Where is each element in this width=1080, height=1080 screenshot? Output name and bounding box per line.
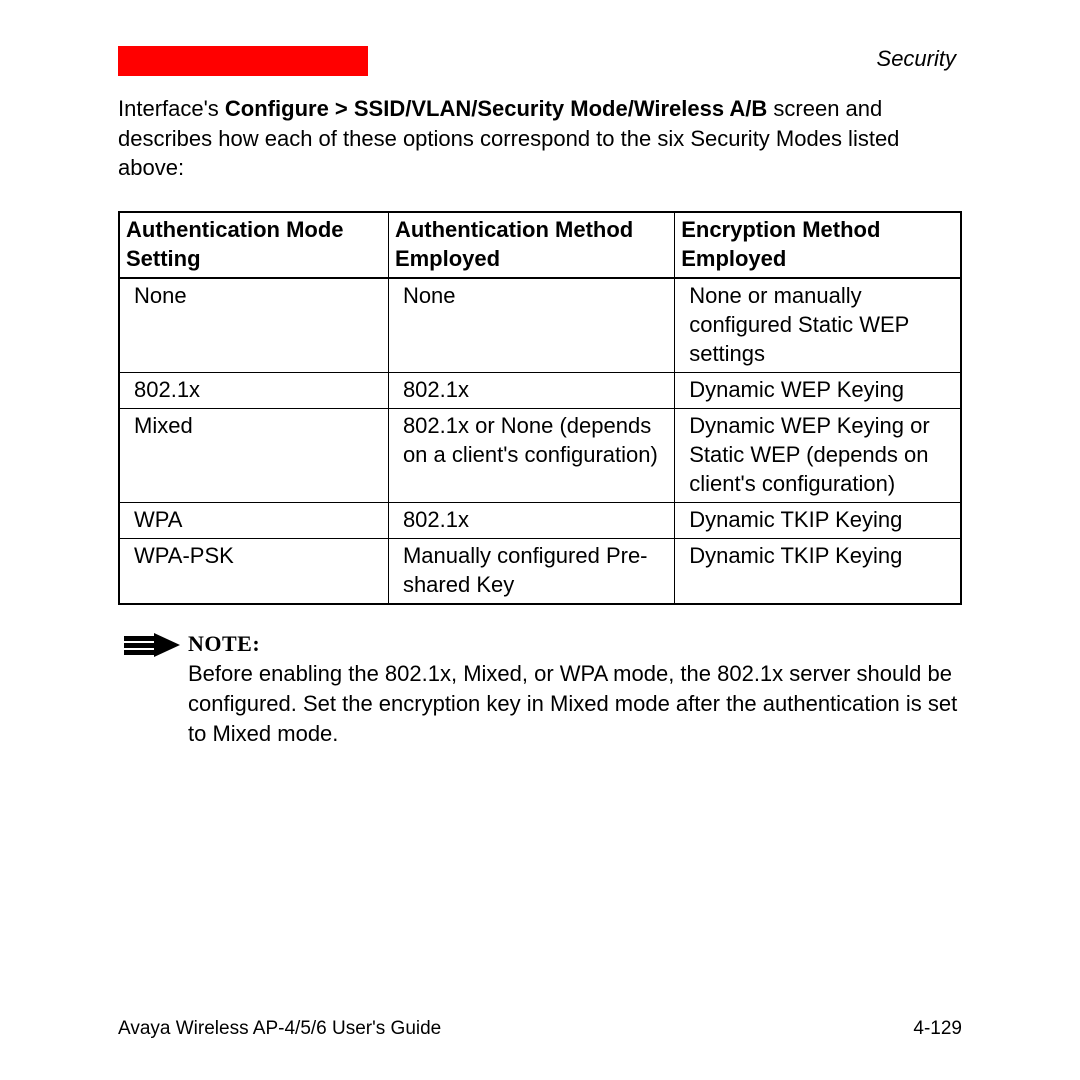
cell: None xyxy=(388,278,674,373)
footer-left: Avaya Wireless AP-4/5/6 User's Guide xyxy=(118,1018,441,1040)
intro-prefix: Interface's xyxy=(118,96,225,121)
cell: 802.1x or None (depends on a client's co… xyxy=(388,409,674,503)
cell: None xyxy=(119,278,388,373)
table-row: Mixed 802.1x or None (depends on a clien… xyxy=(119,409,961,503)
cell: Dynamic TKIP Keying xyxy=(675,503,961,539)
table-row: 802.1x 802.1x Dynamic WEP Keying xyxy=(119,373,961,409)
table-row: WPA 802.1x Dynamic TKIP Keying xyxy=(119,503,961,539)
header-col3: Encryption Method Employed xyxy=(675,212,961,278)
cell: 802.1x xyxy=(388,503,674,539)
cell: Dynamic WEP Keying xyxy=(675,373,961,409)
footer-right: 4-129 xyxy=(913,1018,962,1040)
cell: Dynamic WEP Keying or Static WEP (depend… xyxy=(675,409,961,503)
cell: 802.1x xyxy=(119,373,388,409)
cell: Mixed xyxy=(119,409,388,503)
note-label: NOTE: xyxy=(188,631,962,657)
intro-bold: Configure > SSID/VLAN/Security Mode/Wire… xyxy=(225,96,767,121)
header-col2: Authentication Method Employed xyxy=(388,212,674,278)
cell: WPA-PSK xyxy=(119,539,388,605)
section-title: Security xyxy=(877,46,962,72)
header-row: Security xyxy=(118,46,962,76)
note-content: NOTE: Before enabling the 802.1x, Mixed,… xyxy=(188,631,962,748)
cell: Manually configured Pre-shared Key xyxy=(388,539,674,605)
security-modes-table: Authentication Mode Setting Authenticati… xyxy=(118,211,962,605)
page-footer: Avaya Wireless AP-4/5/6 User's Guide 4-1… xyxy=(118,1018,962,1040)
table-row: WPA-PSK Manually configured Pre-shared K… xyxy=(119,539,961,605)
cell: Dynamic TKIP Keying xyxy=(675,539,961,605)
arrow-right-icon xyxy=(124,633,182,657)
intro-paragraph: Interface's Configure > SSID/VLAN/Securi… xyxy=(118,94,962,183)
cell: 802.1x xyxy=(388,373,674,409)
note-block: NOTE: Before enabling the 802.1x, Mixed,… xyxy=(118,631,962,748)
cell: WPA xyxy=(119,503,388,539)
note-text: Before enabling the 802.1x, Mixed, or WP… xyxy=(188,659,962,748)
header-col1: Authentication Mode Setting xyxy=(119,212,388,278)
table-row: None None None or manually configured St… xyxy=(119,278,961,373)
table-header-row: Authentication Mode Setting Authenticati… xyxy=(119,212,961,278)
red-accent-bar xyxy=(118,46,368,76)
cell: None or manually configured Static WEP s… xyxy=(675,278,961,373)
